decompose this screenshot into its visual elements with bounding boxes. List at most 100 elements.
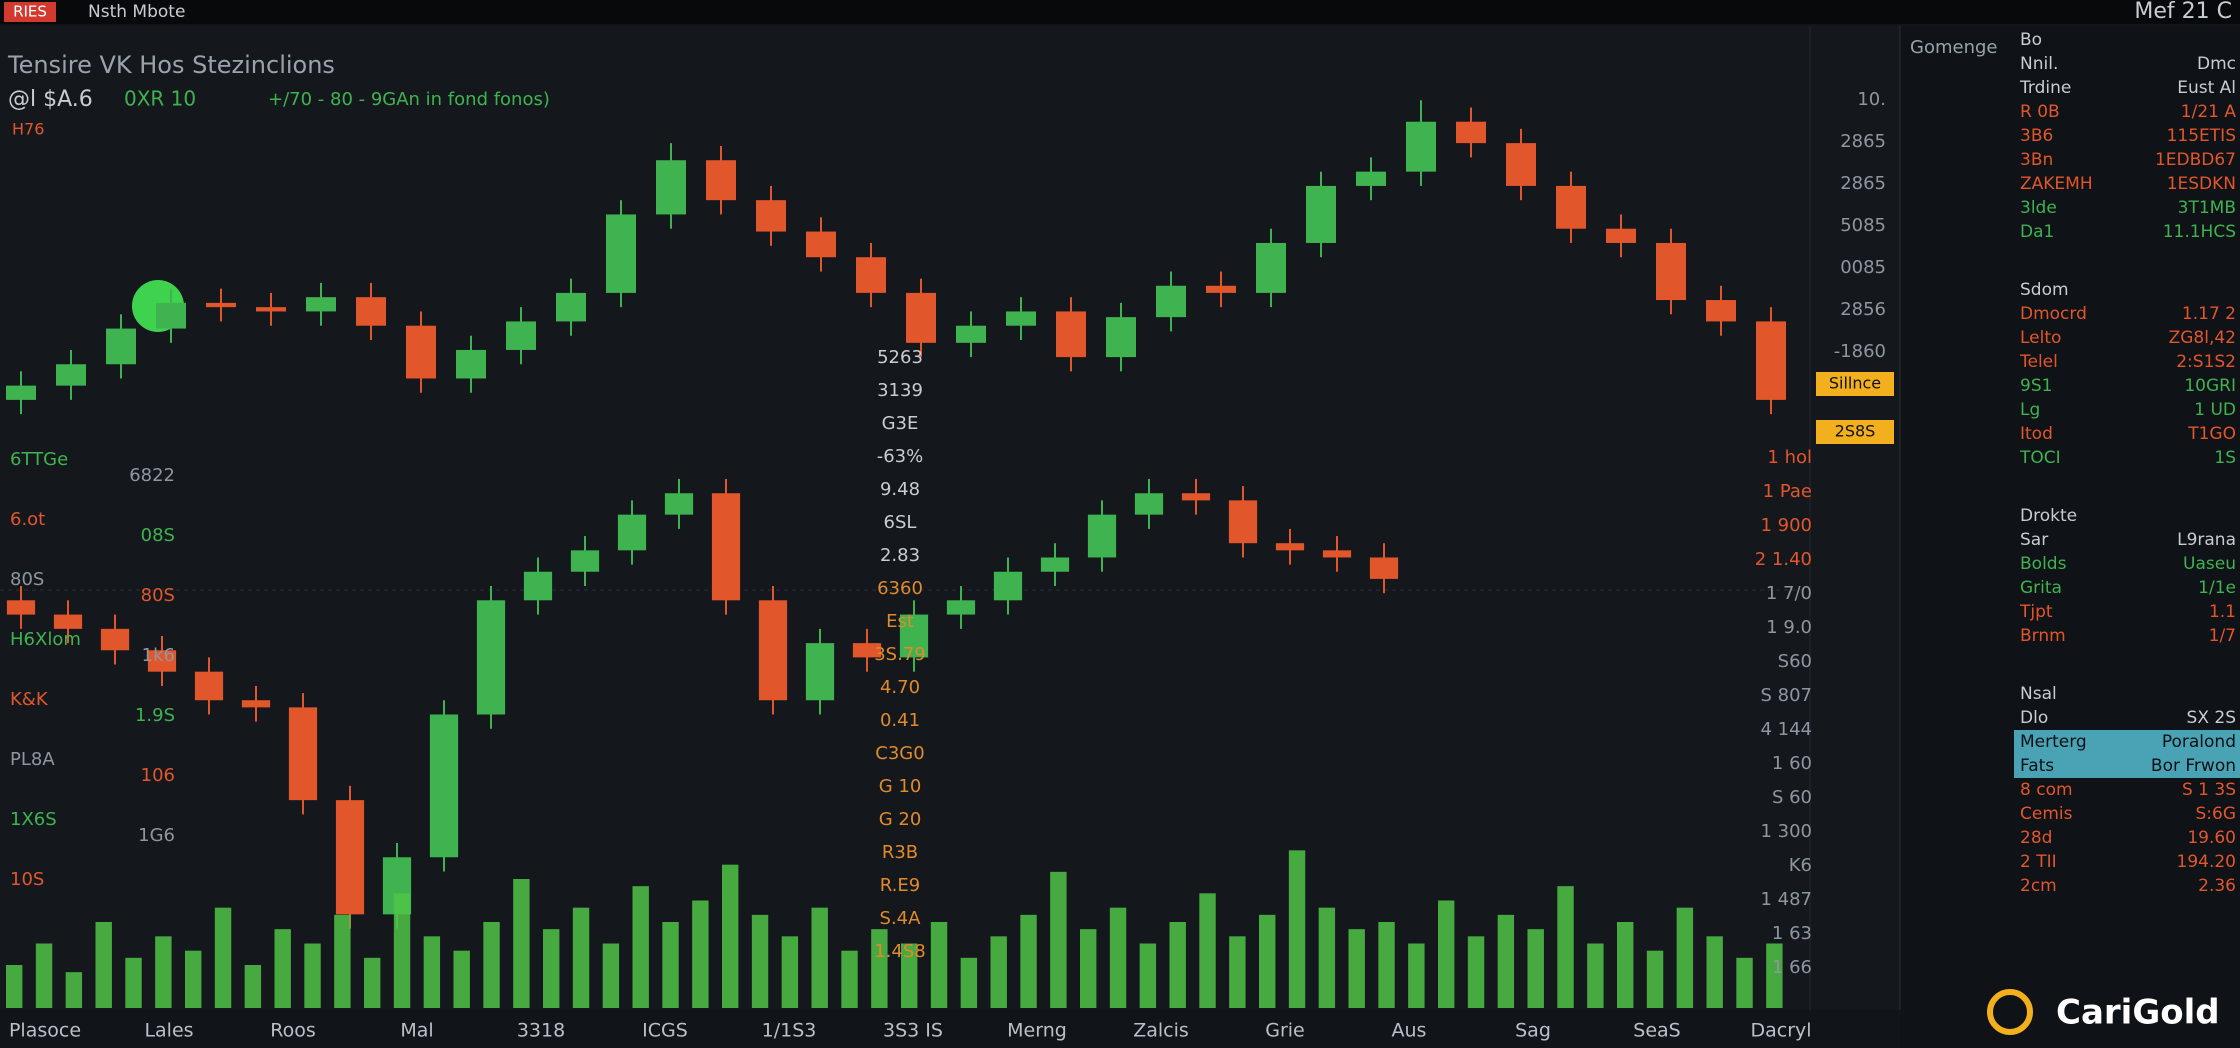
x-label: 3318: [517, 1020, 565, 1042]
candle-body: [1181, 493, 1211, 501]
price-flag-bg: [1816, 420, 1894, 444]
candle-body: [241, 700, 271, 708]
row-value: 1/1e: [2198, 578, 2236, 598]
row-label: 2 TII: [2020, 852, 2057, 872]
side-panel: [1900, 26, 2240, 1048]
candle-body: [6, 385, 36, 400]
candle-body: [53, 614, 83, 629]
candle-body: [1606, 228, 1636, 243]
candle-body: [523, 571, 553, 601]
axis-label: 10.: [1857, 89, 1886, 110]
volume-bar: [722, 864, 739, 1008]
mid-label: 3S.79: [874, 644, 926, 665]
volume-bar: [1646, 950, 1664, 1008]
axis-label: 4 144: [1760, 719, 1812, 740]
row-label: Bolds: [2020, 554, 2067, 574]
price-flag: Sillnce: [1829, 374, 1881, 393]
row-value: Poralond: [2162, 732, 2236, 752]
clock: Mef 21 C: [2134, 0, 2232, 24]
volume-bar: [1109, 907, 1127, 1008]
x-label: Merng: [1007, 1020, 1067, 1042]
candle-body: [711, 493, 741, 601]
candle-body: [1369, 557, 1399, 579]
volume-bar: [751, 914, 769, 1008]
volume-bar: [244, 965, 262, 1008]
volume-bar: [1527, 929, 1544, 1008]
candle-body: [1756, 321, 1786, 400]
volume-bar: [1229, 936, 1246, 1008]
candle-body: [1106, 317, 1136, 358]
left-label: 80S: [141, 585, 175, 606]
group-title: Bo: [2020, 30, 2042, 50]
row-label: Telel: [2019, 352, 2058, 372]
axis-label: 2865: [1840, 173, 1886, 194]
x-label: Sag: [1515, 1020, 1551, 1042]
group-title: Nsal: [2020, 684, 2057, 704]
row-value: 1S: [2214, 448, 2236, 468]
left-label: 10S: [10, 869, 44, 890]
volume-bar: [1020, 914, 1037, 1008]
symbol: @l $A.6: [8, 87, 93, 112]
mid-label: 0.41: [880, 710, 920, 731]
candle-body: [1706, 300, 1736, 322]
row-highlight: [2014, 754, 2240, 778]
volume-bar: [1050, 871, 1067, 1008]
row-value: 19.60: [2187, 828, 2236, 848]
row-value: S:6G: [2195, 804, 2236, 824]
row-value: SX 2S: [2187, 708, 2236, 728]
axis-label: 1 9.0: [1766, 617, 1812, 638]
row-label: Grita: [2020, 578, 2062, 598]
badge-bg: [4, 2, 56, 22]
group-title: Sdom: [2020, 280, 2069, 300]
row-label: 8 com: [2020, 780, 2073, 800]
volume-bar: [1557, 886, 1574, 1008]
badge: RIES: [13, 3, 47, 21]
row-label: ZAKEMH: [2020, 174, 2093, 194]
row-highlight: [2014, 730, 2240, 754]
row-value: 11.1HCS: [2163, 222, 2236, 242]
volume-bar: [513, 879, 530, 1008]
row-value: 194.20: [2177, 852, 2236, 872]
candle-body: [1156, 285, 1186, 318]
volume-bar: [781, 936, 799, 1008]
mid-label: G 20: [879, 809, 922, 830]
panel-header: Gomenge: [1910, 37, 1997, 58]
volume-bar: [1080, 929, 1097, 1008]
x-label: Dacryl: [1750, 1020, 1811, 1042]
row-label: 3Bn: [2020, 150, 2053, 170]
left-label: 1X6S: [10, 809, 57, 830]
volume-bar: [334, 914, 351, 1008]
volume-bar: [423, 936, 441, 1008]
candle-body: [1006, 311, 1036, 326]
volume-bar: [1169, 922, 1186, 1008]
mid-label: 4.70: [880, 677, 920, 698]
mid-label: 5263: [877, 347, 923, 368]
volume-bar: [1706, 936, 1723, 1008]
candle-body: [6, 600, 36, 615]
row-label: TOCI: [2019, 448, 2061, 468]
volume-bar: [1438, 900, 1455, 1008]
volume-bar: [393, 893, 411, 1008]
candle-body: [899, 614, 929, 658]
axis-label: 0085: [1840, 257, 1886, 278]
candle-body: [476, 600, 506, 715]
row-label: Cemis: [2020, 804, 2073, 824]
x-label: Roos: [270, 1020, 316, 1042]
left-label: 80S: [10, 569, 44, 590]
volume-bar: [304, 943, 321, 1008]
volume-bar: [1199, 893, 1216, 1008]
axis-label: -1860: [1834, 341, 1886, 362]
left-label: 6TTGe: [10, 449, 68, 470]
mid-label: G3E: [882, 413, 919, 434]
volume-bar: [35, 943, 53, 1008]
candle-body: [664, 493, 694, 515]
row-label: Dlo: [2020, 708, 2048, 728]
candle-body: [1506, 143, 1536, 186]
volume-bar: [1736, 957, 1753, 1008]
row-label: Trdine: [2019, 78, 2071, 98]
axis-label: 1 60: [1772, 753, 1812, 774]
candle-body: [656, 160, 686, 215]
row-value: Dmc: [2197, 54, 2236, 74]
volume-bar: [901, 943, 918, 1008]
